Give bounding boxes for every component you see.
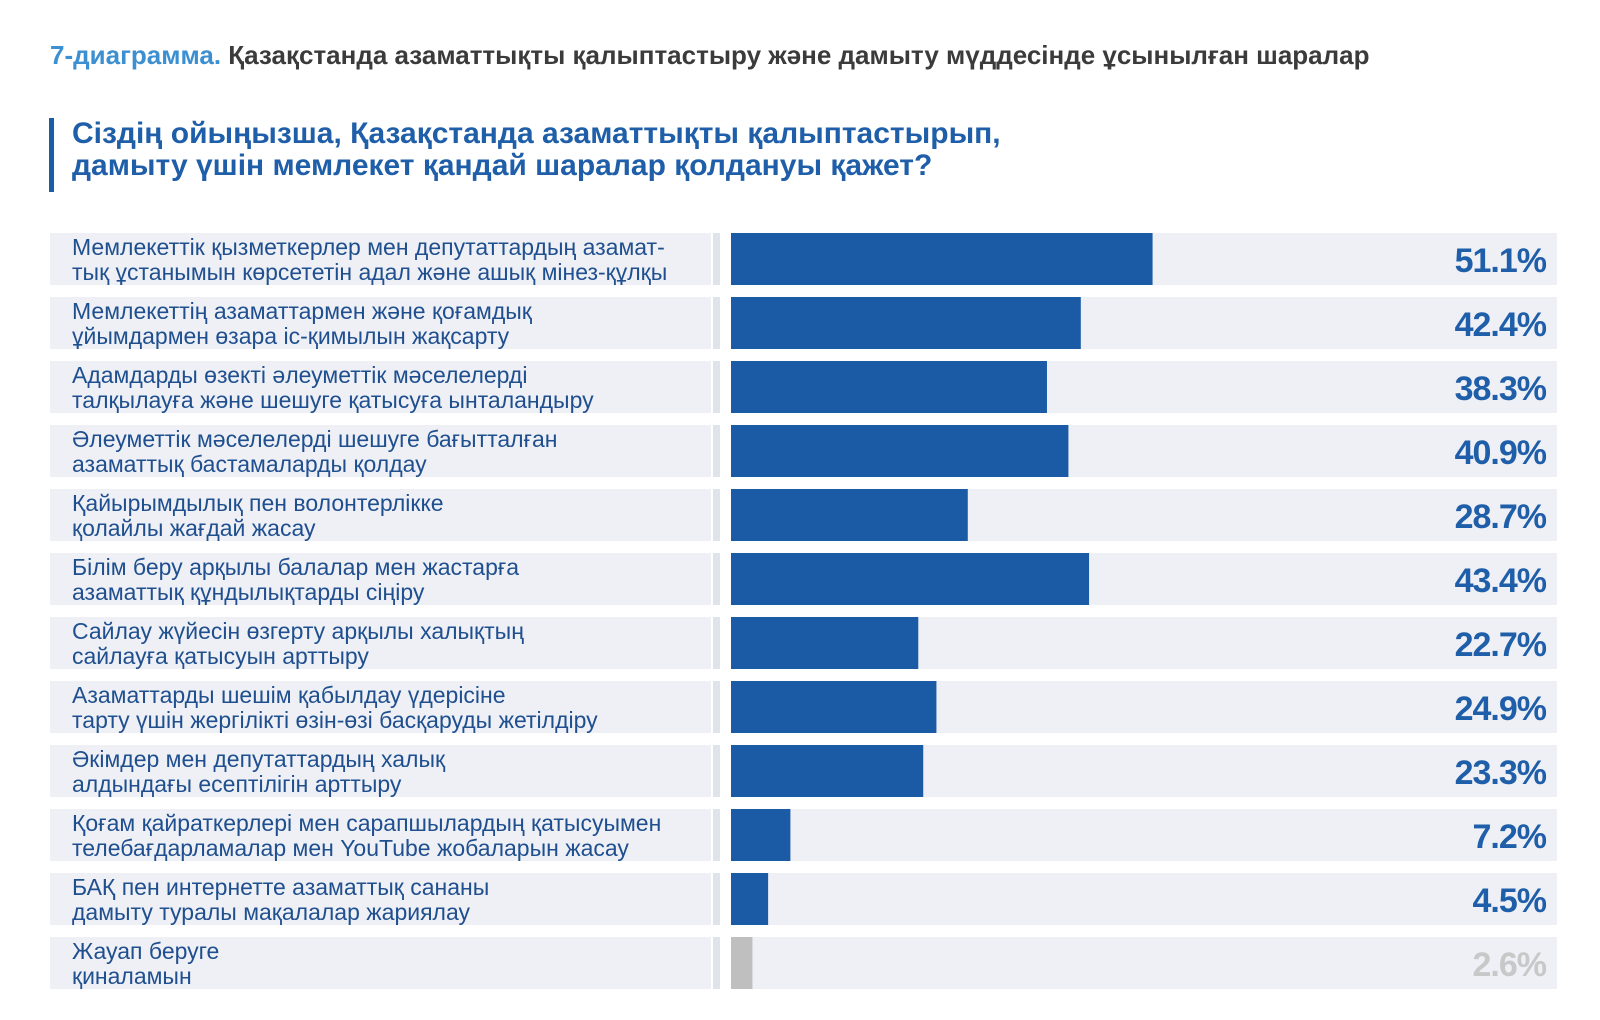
row-separator: [713, 425, 720, 477]
category-label: тарту үшін жергілікті өзін-өзі басқаруды…: [72, 707, 598, 733]
category-label: қолайлы жағдай жасау: [72, 515, 316, 541]
category-label-bg: [50, 873, 711, 925]
category-label: БАҚ пен интернетте азаматтық сананы: [72, 874, 489, 900]
bar: [731, 617, 919, 669]
category-label-bg: [50, 553, 711, 605]
bar: [731, 809, 791, 861]
value-label: 22.7%: [1455, 626, 1547, 664]
row-separator: [713, 873, 720, 925]
figure-number: 7-диаграмма.: [50, 40, 222, 70]
question-line-2: дамыту үшін мемлекет қандай шаралар қолд…: [72, 149, 933, 182]
category-label: ұйымдармен өзара іс-қимылын жақсарту: [72, 323, 510, 349]
category-label: талқылауға және шешуге қатысуға ынталанд…: [72, 387, 594, 413]
figure-title-text: Қазақстанда азаматтықты қалыптастыру жән…: [228, 40, 1370, 70]
category-label-bg: [50, 425, 711, 477]
row-separator: [713, 489, 720, 541]
category-label: Сайлау жүйесін өзгерту арқылы халықтың: [72, 618, 524, 644]
bar: [731, 489, 968, 541]
row-separator: [713, 937, 720, 989]
row-separator: [713, 233, 720, 285]
figure-title: 7-диаграмма. Қазақстанда азаматтықты қал…: [50, 40, 1370, 71]
category-label: Мемлекеттік қызметкерлер мен депутаттард…: [72, 234, 665, 260]
bar: [731, 937, 753, 989]
category-label-bg: [50, 617, 711, 669]
category-label-bg: [50, 297, 711, 349]
question-line-1: Сіздің ойыңызша, Қазақстанда азаматтықты…: [72, 117, 1001, 150]
value-label: 40.9%: [1455, 434, 1547, 472]
value-label: 38.3%: [1455, 370, 1547, 408]
bar-track: [731, 873, 1557, 925]
bar: [731, 297, 1081, 349]
category-label-bg: [50, 361, 711, 413]
category-label: Әкімдер мен депутаттардың халық: [72, 746, 446, 772]
survey-question: Сіздің ойыңызша, Қазақстанда азаматтықты…: [49, 118, 1001, 192]
category-label: Қоғам қайраткерлері мен сарапшылардың қа…: [72, 810, 661, 836]
bar: [731, 873, 769, 925]
row-separator: [713, 361, 720, 413]
category-label: қиналамын: [72, 963, 192, 989]
category-label: азаматтық құндылықтарды сіңіру: [72, 579, 425, 605]
category-label: Азаматтарды шешім қабылдау үдерісіне: [72, 682, 506, 708]
category-label: сайлауға қатысуын арттыру: [72, 643, 369, 669]
row-separator: [713, 681, 720, 733]
row-separator: [713, 553, 720, 605]
category-label: алдындағы есептілігін арттыру: [72, 771, 402, 797]
category-label: тық ұстанымын көрсететін адал және ашық …: [72, 259, 667, 285]
bar: [731, 681, 937, 733]
category-label: Жауап беруге: [72, 938, 219, 964]
category-label-bg: [50, 681, 711, 733]
bar: [731, 745, 924, 797]
row-separator: [713, 617, 720, 669]
bar: [731, 553, 1090, 605]
category-label: телебағдарламалар мен YouTube жобаларын …: [72, 835, 629, 861]
category-label: дамыту туралы мақалалар жариялау: [72, 899, 470, 925]
value-label: 2.6%: [1473, 946, 1547, 984]
row-separator: [713, 745, 720, 797]
category-label-bg: [50, 809, 711, 861]
value-label: 7.2%: [1473, 818, 1547, 856]
row-separator: [713, 809, 720, 861]
category-label: азаматтық бастамаларды қолдау: [72, 451, 427, 477]
bar: [731, 361, 1047, 413]
value-label: 43.4%: [1455, 562, 1547, 600]
category-label-bg: [50, 937, 711, 989]
value-label: 24.9%: [1455, 690, 1547, 728]
category-label: Адамдарды өзекті әлеуметтік мәселелерді: [72, 362, 527, 388]
category-label-bg: [50, 745, 711, 797]
category-label-bg: [50, 489, 711, 541]
bar: [731, 425, 1069, 477]
bar-track: [731, 809, 1557, 861]
value-label: 28.7%: [1455, 498, 1547, 536]
value-label: 4.5%: [1473, 882, 1547, 920]
category-label-bg: [50, 233, 711, 285]
category-label: Білім беру арқылы балалар мен жастарға: [72, 554, 519, 580]
category-label: Қайырымдылық пен волонтерлікке: [72, 490, 444, 516]
category-label: Мемлекеттің азаматтармен және қоғамдық: [72, 298, 533, 324]
value-label: 51.1%: [1455, 242, 1547, 280]
value-label: 42.4%: [1455, 306, 1547, 344]
value-label: 23.3%: [1455, 754, 1547, 792]
bar-track: [731, 937, 1557, 989]
bar: [731, 233, 1153, 285]
row-separator: [713, 297, 720, 349]
category-label: Әлеуметтік мәселелерді шешуге бағытталға…: [72, 426, 557, 452]
